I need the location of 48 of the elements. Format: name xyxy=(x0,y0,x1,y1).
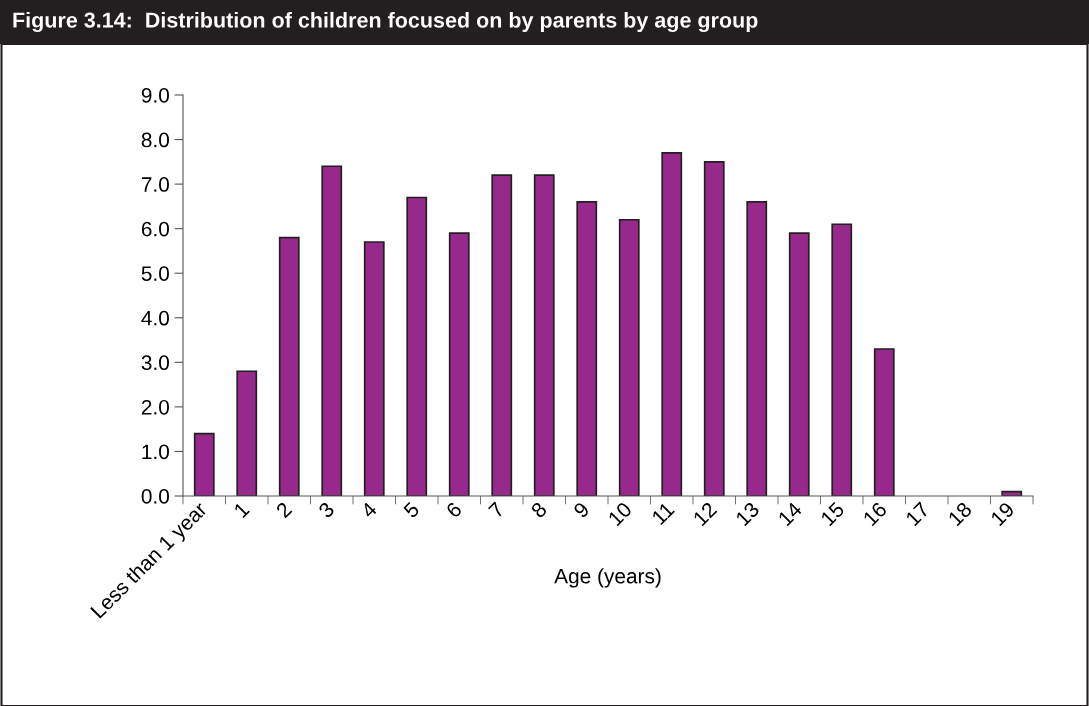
x-tick-label: 7 xyxy=(487,501,505,519)
bar xyxy=(193,432,215,496)
bar xyxy=(661,152,683,496)
bar xyxy=(321,165,343,496)
bar xyxy=(618,218,640,496)
x-tick-label: 6 xyxy=(445,501,463,519)
x-tick-label: 16 xyxy=(862,501,888,527)
x-tick-label: 18 xyxy=(947,501,973,527)
y-tick-label: 5.0 xyxy=(141,266,169,281)
y-tick-label: 2.0 xyxy=(141,399,169,415)
x-axis-title: Age (years) xyxy=(554,568,661,588)
x-tick-label: 3 xyxy=(317,501,336,519)
bar xyxy=(746,201,768,496)
bar xyxy=(406,196,428,496)
x-tick-label: 17 xyxy=(905,501,930,527)
bar xyxy=(533,174,555,496)
bar xyxy=(448,232,470,496)
x-tick-label: 12 xyxy=(692,501,718,527)
x-tick-label: 14 xyxy=(777,501,803,527)
x-tick-label: 4 xyxy=(360,501,378,519)
bar xyxy=(576,201,598,496)
x-tick-label: 10 xyxy=(607,501,633,527)
x-tick-label: 19 xyxy=(990,501,1016,527)
y-tick-label: 9.0 xyxy=(141,88,169,103)
y-tick-label: 0.0 xyxy=(141,489,169,504)
x-tick-label: 11 xyxy=(651,501,675,526)
chart-title: Figure 3.14: Distribution of children focused on by parents by age group xyxy=(13,11,758,33)
bar xyxy=(873,348,895,496)
x-tick-label: 9 xyxy=(572,501,591,519)
x-tick-label: 2 xyxy=(275,501,293,519)
x-tick-label: 5 xyxy=(402,501,421,519)
y-tick-label: 3.0 xyxy=(141,355,169,371)
bar xyxy=(831,223,853,496)
y-tick-label: 6.0 xyxy=(141,221,169,237)
y-tick-label: 4.0 xyxy=(141,310,169,326)
y-tick-label: 8.0 xyxy=(141,132,169,148)
bar xyxy=(278,236,300,496)
y-tick-label: 1.0 xyxy=(142,444,169,460)
bar xyxy=(703,160,725,496)
x-tick-label: 13 xyxy=(735,501,761,527)
y-tick-label: 7.0 xyxy=(141,177,169,192)
bar xyxy=(236,370,258,496)
x-tick-label: 15 xyxy=(820,501,846,527)
x-tick-label: 8 xyxy=(530,501,548,519)
bar xyxy=(363,241,385,496)
bar xyxy=(491,174,513,496)
bar xyxy=(788,232,810,496)
x-tick-label: 1 xyxy=(233,501,250,518)
